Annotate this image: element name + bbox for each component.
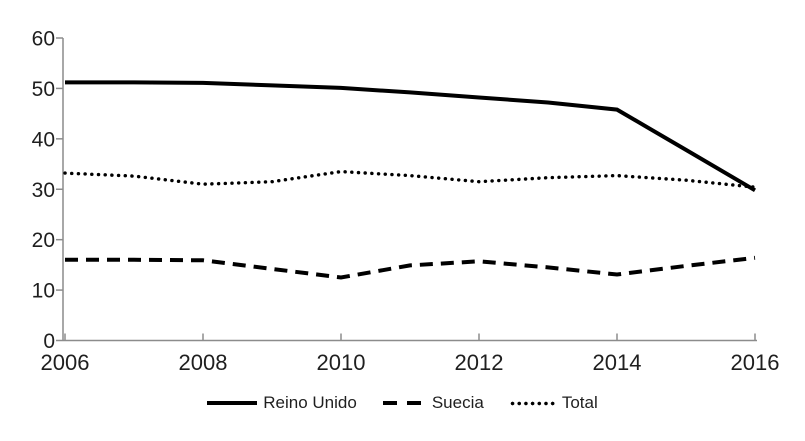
legend-label-total: Total [561,393,598,412]
solid-line-swatch-icon [207,401,258,405]
x-axis-tick-label: 2010 [317,350,366,375]
y-axis-tick-label: 20 [32,229,55,252]
y-axis-tick-label: 60 [32,28,55,51]
y-axis-tick-label: 50 [32,78,55,101]
series-line-suecia [65,255,756,280]
dashed-line-swatch-icon [382,401,426,405]
legend-item-reino-unido: Reino Unido [207,393,357,413]
x-axis-tick-label: 2006 [41,350,90,375]
legend-label-suecia: Suecia [431,393,484,412]
y-axis-tick-label: 40 [32,128,55,151]
y-axis-tick-label: 0 [43,330,55,353]
y-axis-tick-label: 30 [32,179,55,202]
x-axis-tick-label: 2008 [179,350,228,375]
chart-legend: Reino Unido Suecia Total [0,393,805,413]
series-line-reino-unido [65,80,757,193]
x-axis-tick-label: 2016 [731,350,780,375]
series-line-total [63,169,757,189]
dotted-line-swatch-icon [509,400,556,406]
y-axis-tick-label: 10 [32,280,55,303]
legend-label-reino-unido: Reino Unido [263,393,357,412]
x-axis-tick-label: 2012 [455,350,504,375]
legend-item-total: Total [509,393,598,413]
legend-item-suecia: Suecia [382,393,484,413]
x-axis-tick-label: 2014 [593,350,642,375]
